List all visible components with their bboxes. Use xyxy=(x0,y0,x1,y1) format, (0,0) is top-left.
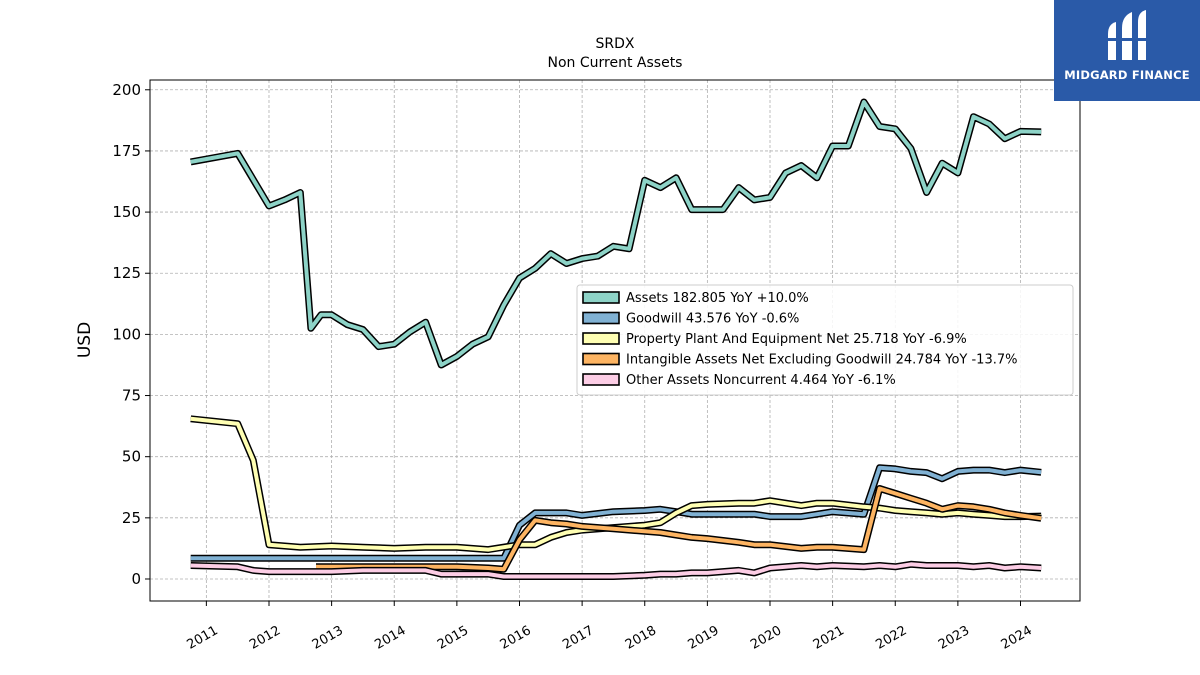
y-tick-label: 150 xyxy=(112,203,141,221)
x-tick-label: 2013 xyxy=(310,623,346,653)
legend-label: Property Plant And Equipment Net 25.718 … xyxy=(626,332,967,347)
legend-box xyxy=(576,284,1074,396)
y-tick-label: 0 xyxy=(131,570,141,588)
chart-title: SRDX xyxy=(596,36,635,52)
y-tick-label: 125 xyxy=(112,264,141,282)
series-layer xyxy=(190,98,1042,580)
chart-subtitle: Non Current Assets xyxy=(548,55,683,71)
legend-swatch xyxy=(582,291,620,304)
series-line-3 xyxy=(316,486,1042,572)
plot-frame xyxy=(149,79,1081,602)
y-tick-label: 75 xyxy=(122,387,141,405)
brand-name: MIDGARD FINANCE xyxy=(1064,68,1190,82)
series-line-2 xyxy=(190,416,1042,552)
midgard-logo-icon xyxy=(1106,10,1148,60)
x-tick-label: 2012 xyxy=(247,623,283,653)
x-tick-label: 2023 xyxy=(936,623,972,653)
y-tick-label: 50 xyxy=(122,448,141,466)
x-tick-label: 2018 xyxy=(623,623,659,653)
x-tick-label: 2011 xyxy=(185,623,221,653)
legend-swatch xyxy=(582,373,620,386)
legend-label: Goodwill 43.576 YoY -0.6% xyxy=(626,312,799,327)
x-tick-label: 2022 xyxy=(873,623,909,653)
series-line-0 xyxy=(190,100,1042,367)
x-tick-label: 2020 xyxy=(748,623,784,653)
legend-swatch xyxy=(582,332,620,345)
x-tick-label: 2017 xyxy=(560,623,596,653)
x-tick-label: 2014 xyxy=(372,623,408,653)
y-tick-label: 25 xyxy=(122,509,141,527)
y-tick-label: 175 xyxy=(112,142,141,160)
legend-label: Intangible Assets Net Excluding Goodwill… xyxy=(626,353,1017,368)
series-line-4 xyxy=(190,562,1042,579)
legend-label: Other Assets Noncurrent 4.464 YoY -6.1% xyxy=(626,373,896,388)
y-axis: 0 25 50 75 100 125 150 175 200 xyxy=(112,81,150,588)
x-tick-label: 2019 xyxy=(686,623,722,653)
x-tick-label: 2024 xyxy=(999,623,1035,653)
y-axis-label: USD xyxy=(75,322,95,358)
legend: Assets 182.805 YoY +10.0% Goodwill 43.576… xyxy=(576,284,1074,396)
y-tick-label: 200 xyxy=(112,81,141,99)
y-tick-label: 100 xyxy=(112,325,141,343)
legend-swatch xyxy=(582,311,620,325)
x-tick-label: 2021 xyxy=(811,623,847,653)
legend-label: Assets 182.805 YoY +10.0% xyxy=(626,291,809,306)
brand-logo: MIDGARD FINANCE xyxy=(1054,0,1200,101)
x-tick-label: 2015 xyxy=(435,623,471,653)
x-tick-label: 2016 xyxy=(498,623,534,653)
legend-swatch xyxy=(582,352,620,366)
x-axis: 2011 2012 2013 2014 2015 2016 2017 2018 2019 2020… xyxy=(185,601,1035,653)
